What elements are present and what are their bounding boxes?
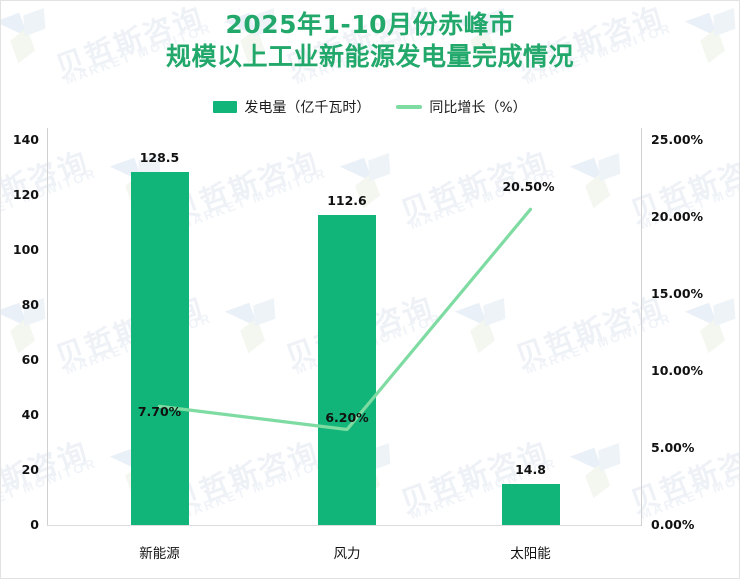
y-axis-left-tick: 80 <box>21 297 39 312</box>
x-axis-category-label: 新能源 <box>139 546 180 562</box>
chart-legend: 发电量（亿千瓦时） 同比增长（%） <box>1 97 739 117</box>
bar[interactable] <box>130 171 189 525</box>
y-axis-left-tick: 140 <box>12 132 39 147</box>
y-axis-right-tick: 20.00% <box>651 209 704 224</box>
growth-value-label: 20.50% <box>502 179 555 195</box>
legend-line-icon <box>396 105 423 109</box>
y-axis-left-tick: 60 <box>21 352 39 367</box>
chart-title-line-2: 规模以上工业新能源发电量完成情况 <box>165 42 574 71</box>
y-axis-right-tick: 25.00% <box>651 132 704 147</box>
chart-title: 2025年1-10月份赤峰市 规模以上工业新能源发电量完成情况 <box>1 9 739 73</box>
x-axis-category-label: 风力 <box>333 546 361 562</box>
y-axis-left-tick: 20 <box>21 462 39 477</box>
growth-value-label: 6.20% <box>325 409 369 425</box>
y-axis-left-tick: 120 <box>12 187 39 202</box>
bar[interactable] <box>318 215 376 525</box>
bar-value-label: 128.5 <box>139 149 180 165</box>
y-axis-right-tick: 5.00% <box>651 440 695 455</box>
legend-square-icon <box>213 101 238 113</box>
bar-value-label: 112.6 <box>327 193 367 209</box>
bar[interactable] <box>501 484 560 525</box>
bar-value-label: 14.8 <box>515 462 546 478</box>
legend-label-bar: 发电量（亿千瓦时） <box>244 100 371 116</box>
x-axis-baseline <box>47 525 641 526</box>
y-axis-right-tick: 0.00% <box>651 517 695 532</box>
y-axis-left-tick: 0 <box>30 517 39 532</box>
y-axis-right-tick: 15.00% <box>651 286 704 301</box>
legend-item-bar[interactable]: 发电量（亿千瓦时） <box>213 97 370 117</box>
legend-item-line[interactable]: 同比增长（%） <box>396 97 527 117</box>
y-axis-left-spine <box>47 128 48 526</box>
x-axis-category-label: 太阳能 <box>510 546 551 562</box>
y-axis-left-tick: 40 <box>21 407 39 422</box>
y-axis-right-spine <box>641 128 642 526</box>
y-axis-left-tick: 100 <box>12 242 39 257</box>
growth-value-label: 7.70% <box>137 404 182 420</box>
legend-label-line: 同比增长（%） <box>429 100 527 116</box>
y-axis-right-tick: 10.00% <box>651 363 704 378</box>
chart-title-line-1: 2025年1-10月份赤峰市 <box>225 10 515 39</box>
